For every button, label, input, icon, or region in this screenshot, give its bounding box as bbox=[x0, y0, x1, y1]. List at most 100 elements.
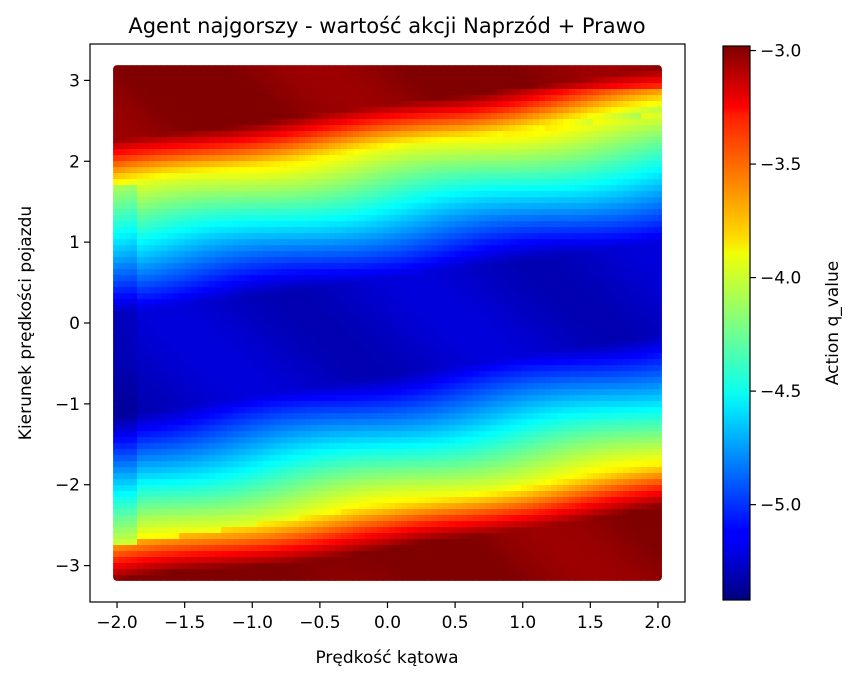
heat-cell bbox=[635, 239, 642, 246]
heat-cell bbox=[407, 305, 414, 312]
heat-cell bbox=[647, 335, 654, 342]
heat-cell bbox=[533, 377, 540, 384]
heat-cell bbox=[545, 119, 552, 126]
heat-cell bbox=[323, 299, 330, 306]
heat-cell bbox=[149, 365, 156, 372]
heat-cell bbox=[317, 233, 324, 240]
heat-cell bbox=[407, 125, 414, 132]
heat-cell bbox=[131, 167, 138, 174]
heat-cell bbox=[629, 77, 636, 84]
heat-cell bbox=[155, 161, 162, 168]
heat-cell bbox=[173, 377, 180, 384]
heat-cell bbox=[407, 137, 414, 144]
heat-cell bbox=[119, 329, 126, 336]
heat-cell bbox=[575, 245, 582, 252]
heat-cell bbox=[653, 215, 660, 222]
heat-cell bbox=[311, 125, 318, 132]
heat-cell bbox=[497, 293, 504, 300]
heat-cell bbox=[497, 113, 504, 120]
heat-cell bbox=[323, 383, 330, 390]
heat-cell bbox=[605, 179, 612, 186]
heat-cell bbox=[653, 329, 660, 336]
heat-cell bbox=[257, 359, 264, 366]
heat-cell bbox=[533, 215, 540, 222]
heat-cell bbox=[551, 251, 558, 258]
heat-cell bbox=[497, 299, 504, 306]
heat-cell bbox=[437, 329, 444, 336]
heat-cell bbox=[185, 179, 192, 186]
heat-cell bbox=[371, 95, 378, 102]
heat-cell bbox=[509, 185, 516, 192]
heat-cell bbox=[419, 119, 426, 126]
heat-cell bbox=[299, 209, 306, 216]
heat-cell bbox=[197, 257, 204, 264]
heat-cell bbox=[527, 89, 534, 96]
heat-cell bbox=[551, 221, 558, 228]
heat-cell bbox=[203, 83, 210, 90]
heat-cell bbox=[461, 203, 468, 210]
heat-cell bbox=[173, 155, 180, 162]
heat-cell bbox=[599, 293, 606, 300]
heat-cell bbox=[227, 71, 234, 78]
heat-cell bbox=[455, 359, 462, 366]
heat-cell bbox=[647, 209, 654, 216]
heat-cell bbox=[461, 245, 468, 252]
heat-cell bbox=[203, 347, 210, 354]
heat-cell bbox=[143, 125, 150, 132]
heat-cell bbox=[341, 221, 348, 228]
heat-cell bbox=[287, 137, 294, 144]
heat-cell bbox=[209, 101, 216, 108]
heat-cell bbox=[173, 269, 180, 276]
heat-cell bbox=[365, 209, 372, 216]
heat-cell bbox=[251, 131, 258, 138]
heat-cell bbox=[527, 197, 534, 204]
heat-cell bbox=[449, 263, 456, 270]
heat-cell bbox=[641, 263, 648, 270]
heat-cell bbox=[371, 167, 378, 174]
heat-cell bbox=[407, 131, 414, 138]
heat-cell bbox=[599, 275, 606, 282]
heat-cell bbox=[605, 203, 612, 210]
heat-cell bbox=[251, 95, 258, 102]
heat-cell bbox=[305, 269, 312, 276]
heat-cell bbox=[389, 377, 396, 384]
heat-cell bbox=[503, 203, 510, 210]
heat-cell bbox=[263, 131, 270, 138]
heat-cell bbox=[143, 377, 150, 384]
heat-cell bbox=[311, 365, 318, 372]
heat-cell bbox=[659, 269, 662, 276]
heat-cell bbox=[635, 347, 642, 354]
heat-cell bbox=[263, 377, 270, 384]
heat-cell bbox=[401, 383, 408, 390]
heat-cell bbox=[431, 209, 438, 216]
heat-cell bbox=[305, 383, 312, 390]
heat-cell bbox=[509, 245, 516, 252]
heat-cell bbox=[371, 143, 378, 150]
heat-cell bbox=[131, 263, 138, 270]
heat-cell bbox=[137, 293, 144, 300]
heat-cell bbox=[293, 239, 300, 246]
heat-cell bbox=[137, 191, 144, 198]
heat-cell bbox=[263, 269, 270, 276]
heat-cell bbox=[467, 65, 474, 72]
heat-cell bbox=[233, 335, 240, 342]
heat-cell bbox=[347, 329, 354, 336]
heat-cell bbox=[137, 299, 144, 306]
heat-cell bbox=[659, 317, 662, 324]
heat-cell bbox=[653, 179, 660, 186]
heat-cell bbox=[191, 107, 198, 114]
heat-cell bbox=[389, 371, 396, 378]
heat-cell bbox=[149, 137, 156, 144]
heat-cell bbox=[395, 227, 402, 234]
heat-cell bbox=[269, 275, 276, 282]
heat-cell bbox=[641, 233, 648, 240]
heat-cell bbox=[587, 77, 594, 84]
heat-cell bbox=[173, 383, 180, 390]
heat-cell bbox=[419, 89, 426, 96]
heat-cell bbox=[233, 377, 240, 384]
heat-cell bbox=[371, 125, 378, 132]
heat-cell bbox=[161, 131, 168, 138]
heat-cell bbox=[593, 383, 600, 390]
heat-cell bbox=[149, 119, 156, 126]
heat-cell bbox=[233, 365, 240, 372]
